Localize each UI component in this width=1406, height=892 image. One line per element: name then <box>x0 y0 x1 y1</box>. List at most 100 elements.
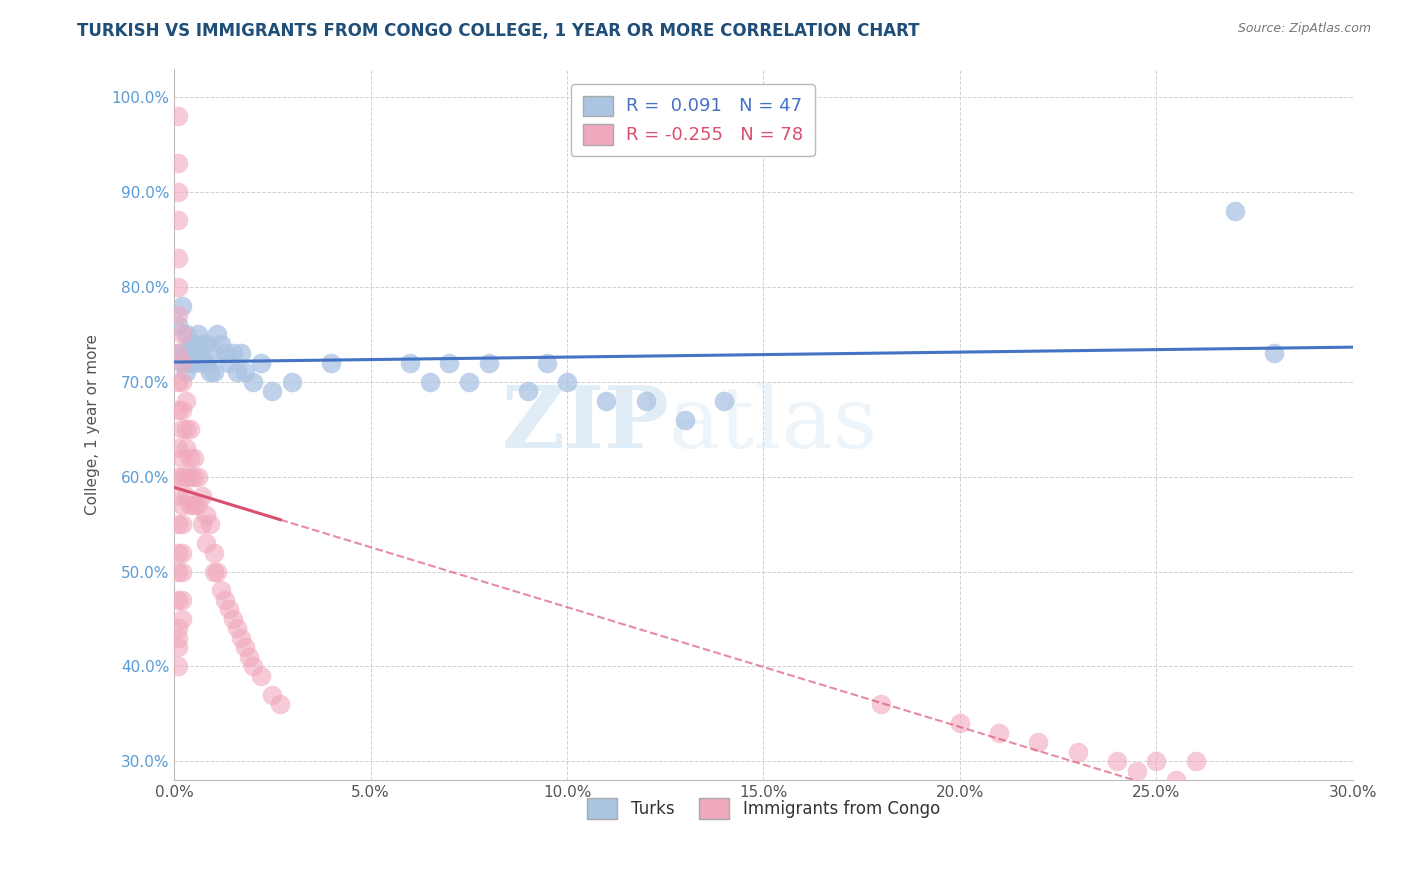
Point <box>202 565 225 579</box>
Point <box>167 252 190 266</box>
Point <box>172 356 194 370</box>
Point <box>202 346 225 360</box>
Point <box>172 450 194 465</box>
Point <box>172 403 194 417</box>
Point <box>172 299 194 313</box>
Point <box>183 450 205 465</box>
Point <box>167 213 190 227</box>
Point <box>226 365 249 379</box>
Point <box>321 356 343 370</box>
Point <box>167 318 190 332</box>
Point <box>167 346 190 360</box>
Point <box>419 375 441 389</box>
Point <box>198 365 221 379</box>
Point <box>222 346 245 360</box>
Point <box>516 384 538 399</box>
Point <box>174 469 197 483</box>
Point <box>172 469 194 483</box>
Point <box>214 346 236 360</box>
Point <box>198 517 221 532</box>
Point <box>399 356 422 370</box>
Point <box>167 517 190 532</box>
Point <box>191 336 214 351</box>
Point <box>673 412 696 426</box>
Point <box>988 726 1011 740</box>
Text: atlas: atlas <box>669 383 879 466</box>
Point <box>207 327 229 342</box>
Point <box>172 375 194 389</box>
Point <box>191 489 214 503</box>
Point <box>172 517 194 532</box>
Point <box>214 593 236 607</box>
Point <box>555 375 578 389</box>
Point <box>226 622 249 636</box>
Point <box>595 393 617 408</box>
Point <box>167 156 190 170</box>
Point <box>194 536 217 550</box>
Point <box>167 631 190 645</box>
Point <box>269 698 291 712</box>
Point <box>1263 346 1285 360</box>
Point <box>281 375 304 389</box>
Point <box>179 336 201 351</box>
Point <box>174 327 197 342</box>
Point <box>167 403 190 417</box>
Point <box>167 659 190 673</box>
Point <box>172 612 194 626</box>
Point <box>179 469 201 483</box>
Point <box>167 280 190 294</box>
Point <box>172 593 194 607</box>
Point <box>222 612 245 626</box>
Point <box>183 336 205 351</box>
Point <box>187 346 209 360</box>
Point <box>187 327 209 342</box>
Point <box>949 716 972 731</box>
Point <box>262 688 284 702</box>
Point <box>167 441 190 455</box>
Point <box>172 356 194 370</box>
Point <box>238 649 260 664</box>
Point <box>167 489 190 503</box>
Point <box>187 498 209 512</box>
Point <box>172 565 194 579</box>
Point <box>183 498 205 512</box>
Point <box>191 517 214 532</box>
Point <box>249 669 271 683</box>
Point <box>167 565 190 579</box>
Point <box>242 375 264 389</box>
Point <box>194 508 217 522</box>
Point <box>167 109 190 123</box>
Point <box>713 393 735 408</box>
Point <box>1144 754 1167 768</box>
Point <box>218 356 240 370</box>
Point <box>194 356 217 370</box>
Point <box>187 469 209 483</box>
Point <box>439 356 461 370</box>
Point <box>167 375 190 389</box>
Point <box>1067 745 1090 759</box>
Point <box>233 640 256 655</box>
Point <box>167 346 190 360</box>
Point <box>457 375 479 389</box>
Point <box>249 356 271 370</box>
Point <box>174 365 197 379</box>
Point <box>172 327 194 342</box>
Point <box>174 441 197 455</box>
Point <box>1028 735 1050 749</box>
Point <box>167 640 190 655</box>
Point <box>1164 773 1187 788</box>
Point <box>167 545 190 559</box>
Point <box>634 393 657 408</box>
Text: TURKISH VS IMMIGRANTS FROM CONGO COLLEGE, 1 YEAR OR MORE CORRELATION CHART: TURKISH VS IMMIGRANTS FROM CONGO COLLEGE… <box>77 22 920 40</box>
Point <box>242 659 264 673</box>
Point <box>179 498 201 512</box>
Point <box>209 336 232 351</box>
Point <box>183 469 205 483</box>
Point <box>183 356 205 370</box>
Point <box>1184 754 1206 768</box>
Point <box>172 545 194 559</box>
Point <box>536 356 558 370</box>
Point <box>167 593 190 607</box>
Point <box>218 602 240 616</box>
Point <box>167 622 190 636</box>
